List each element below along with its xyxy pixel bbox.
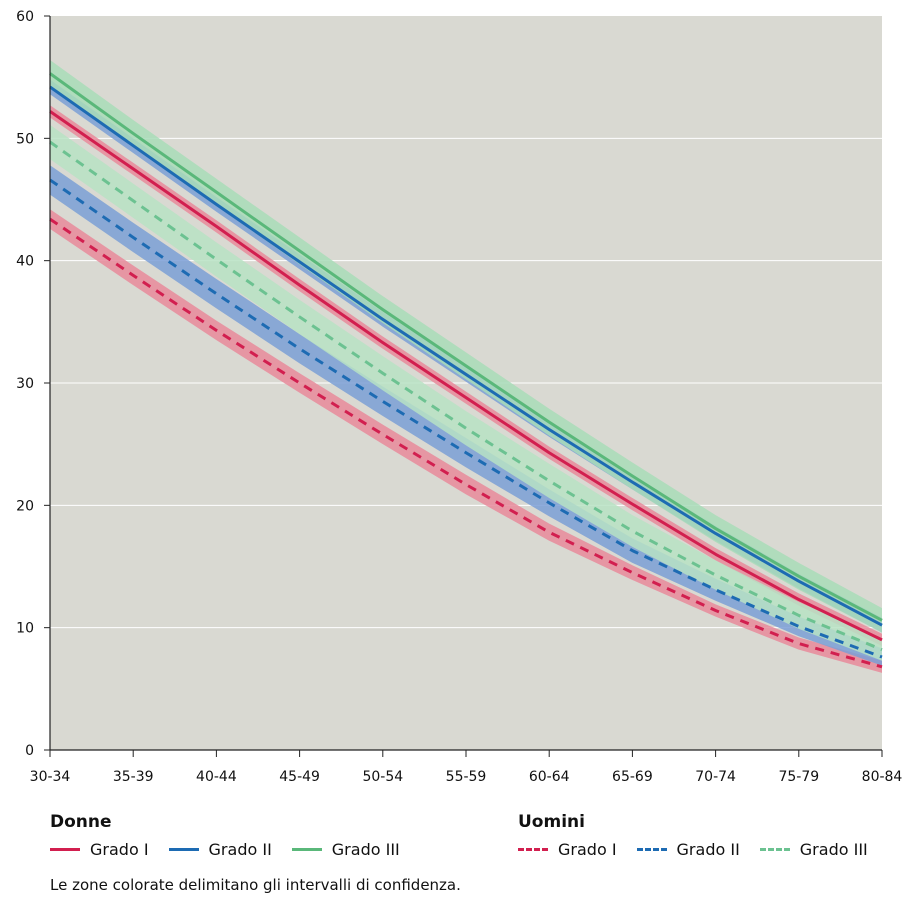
x-tick-label: 80-84	[862, 769, 903, 785]
legend-swatch-dashed-red	[518, 847, 548, 851]
y-tick-label: 30	[16, 376, 34, 392]
series-line-uomini-3	[49, 217, 883, 669]
x-tick-label: 50-54	[362, 769, 403, 785]
x-tick-label: 65-69	[612, 769, 653, 785]
legend-label: Grado II	[676, 839, 740, 859]
legend-label: Grado I	[90, 839, 149, 859]
confidence-band-uomini-5	[50, 124, 882, 661]
confidence-band-donne-2	[50, 60, 882, 633]
y-tick-label: 60	[16, 9, 34, 25]
legend-label: Grado I	[558, 839, 617, 859]
chart-footnote: Le zone colorate delimitano gli interval…	[50, 876, 461, 894]
legend-item-donne-grado-2: Grado II	[168, 839, 272, 859]
chart: 0 10 20 30 40 50 60 30-34 35-39 40-44 45-49 50-54 55…	[16, 9, 903, 785]
y-tick-label: 20	[16, 498, 34, 514]
legend-title-donne: Donne	[50, 812, 112, 832]
legend-donne: Donne Grado I Grado II Grado III	[50, 812, 400, 862]
x-tick-label: 60-64	[529, 769, 570, 785]
legend-label: Grado III	[799, 839, 868, 859]
y-tick-label: 10	[16, 621, 34, 637]
x-tick-label: 45-49	[279, 769, 320, 785]
legend-label: Grado II	[208, 839, 272, 859]
y-tick-label: 40	[16, 254, 34, 270]
legend-item-uomini-grado-1: Grado I	[518, 840, 617, 859]
x-tick-label: 75-79	[778, 769, 819, 785]
legend-swatch-solid-blue	[168, 847, 199, 851]
legend-uomini: Uomini Grado I Grado II Grado III	[518, 812, 868, 862]
legend-swatch-dashed-green	[759, 847, 790, 851]
y-tick-label: 50	[16, 131, 34, 147]
legend-item-uomini-grado-3: Grado III	[759, 839, 868, 859]
legend-title-uomini: Uomini	[518, 812, 585, 832]
legend-swatch-solid-green	[291, 847, 322, 851]
x-tick-label: 70-74	[695, 769, 736, 785]
x-tick-label: 30-34	[30, 769, 71, 785]
legend-item-donne-grado-1: Grado I	[50, 840, 149, 859]
legend-label: Grado III	[331, 839, 400, 859]
x-tick-label: 40-44	[196, 769, 237, 785]
y-tick-label: 0	[25, 743, 34, 759]
legend-swatch-solid-red	[50, 847, 80, 851]
legend-swatch-dashed-blue	[636, 847, 667, 851]
legend-item-donne-grado-3: Grado III	[291, 839, 400, 859]
legend-item-uomini-grado-2: Grado II	[636, 839, 740, 859]
x-tick-label: 55-59	[446, 769, 487, 785]
x-tick-label: 35-39	[113, 769, 154, 785]
